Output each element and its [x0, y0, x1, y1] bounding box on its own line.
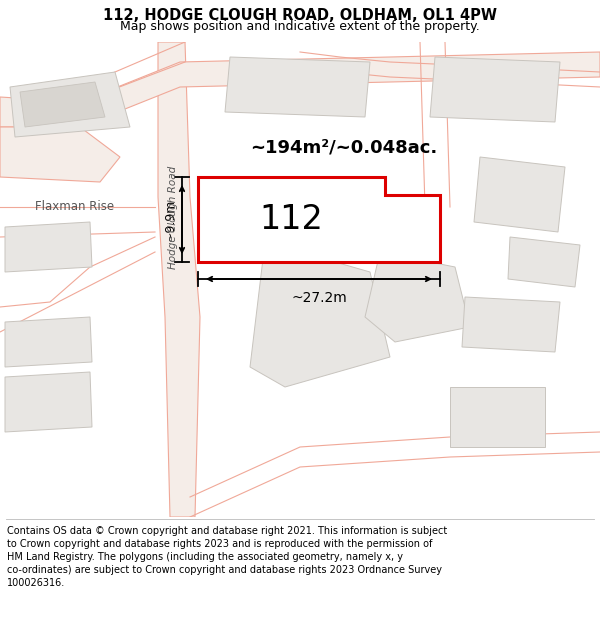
- Polygon shape: [450, 387, 545, 447]
- Polygon shape: [430, 57, 560, 122]
- Text: 112: 112: [260, 203, 323, 236]
- Polygon shape: [474, 157, 565, 232]
- Text: ~27.2m: ~27.2m: [291, 291, 347, 305]
- Polygon shape: [5, 317, 92, 367]
- Text: ~194m²/~0.048ac.: ~194m²/~0.048ac.: [250, 139, 437, 157]
- Text: 112, HODGE CLOUGH ROAD, OLDHAM, OL1 4PW: 112, HODGE CLOUGH ROAD, OLDHAM, OL1 4PW: [103, 8, 497, 23]
- Text: Map shows position and indicative extent of the property.: Map shows position and indicative extent…: [120, 20, 480, 32]
- Polygon shape: [20, 82, 105, 127]
- Polygon shape: [225, 57, 370, 117]
- Polygon shape: [0, 127, 120, 182]
- Polygon shape: [0, 52, 600, 127]
- Polygon shape: [250, 242, 390, 387]
- Polygon shape: [5, 222, 92, 272]
- Polygon shape: [198, 177, 440, 262]
- Text: Flaxman Rise: Flaxman Rise: [35, 201, 115, 214]
- Polygon shape: [508, 237, 580, 287]
- Polygon shape: [462, 297, 560, 352]
- Polygon shape: [158, 42, 200, 517]
- Text: Hodge Clough Road: Hodge Clough Road: [168, 166, 178, 269]
- Polygon shape: [5, 372, 92, 432]
- Polygon shape: [10, 72, 130, 137]
- Text: Contains OS data © Crown copyright and database right 2021. This information is : Contains OS data © Crown copyright and d…: [7, 526, 448, 589]
- Polygon shape: [365, 252, 470, 342]
- Text: ~9.9m: ~9.9m: [164, 198, 177, 241]
